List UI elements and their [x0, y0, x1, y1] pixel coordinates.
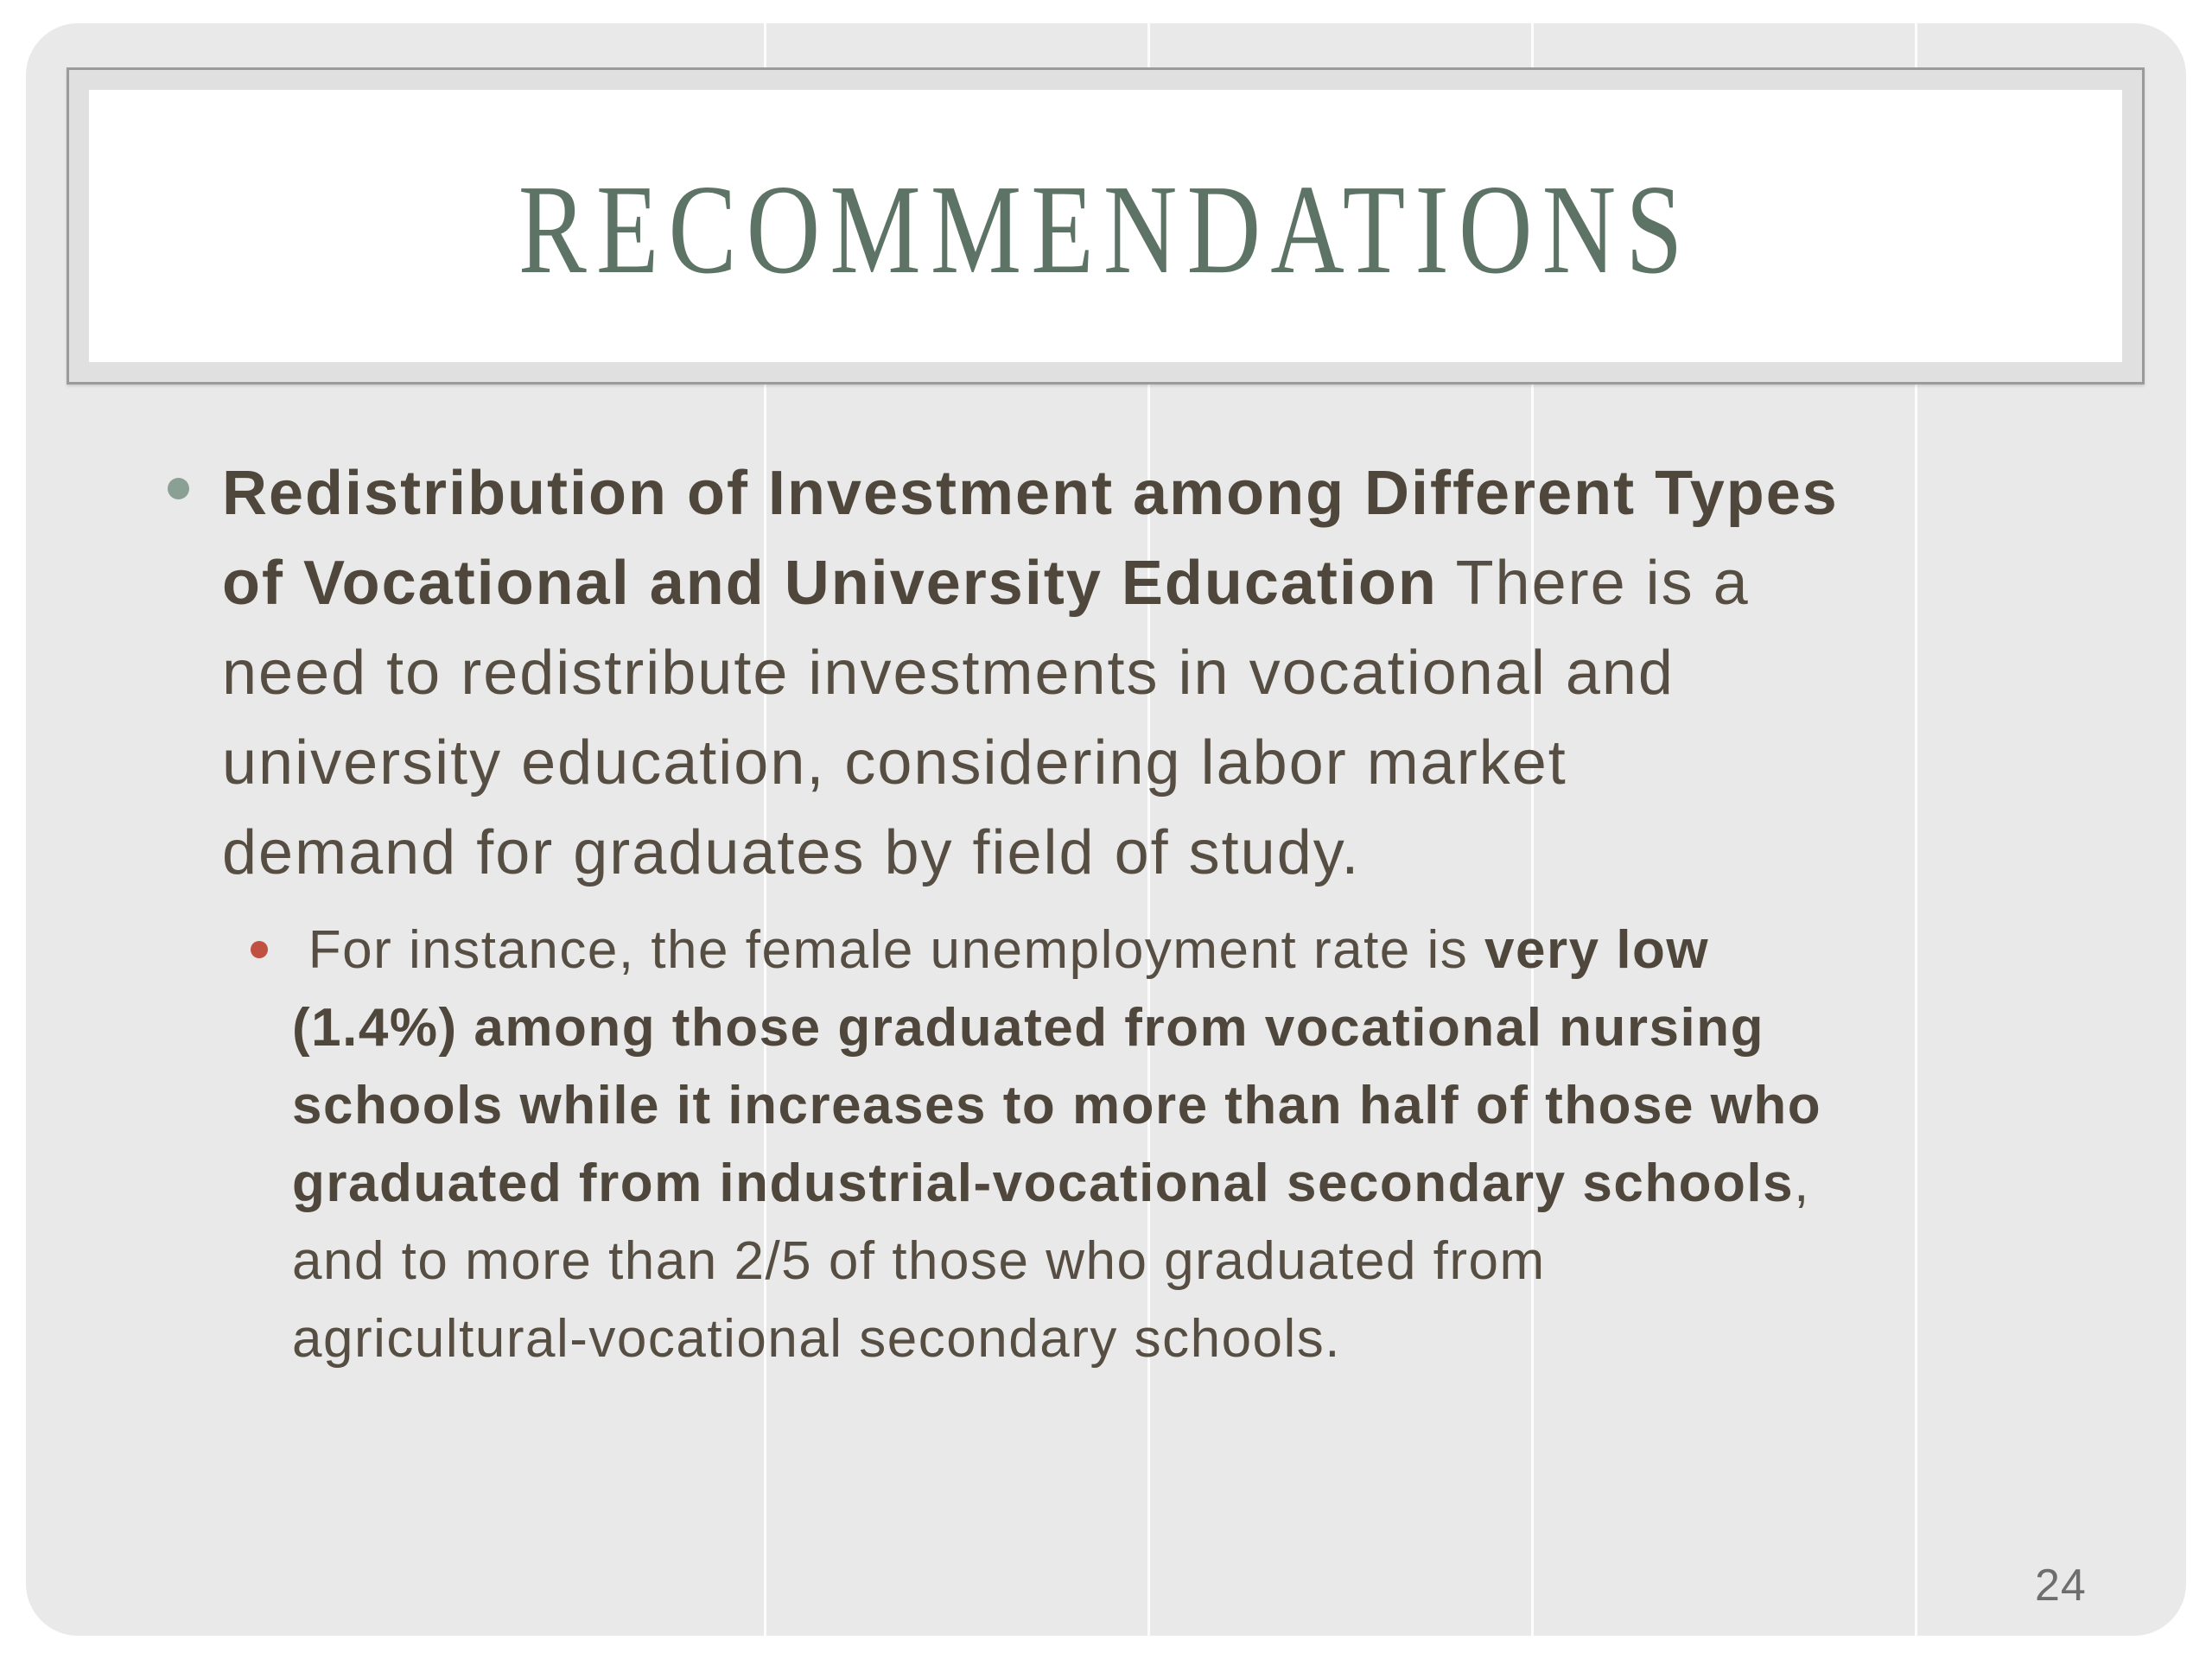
text-line: graduated from industrial-vocational sec…	[292, 1154, 1810, 1213]
text-line: (1.4%) among those graduated from vocati…	[292, 998, 1764, 1058]
background-guide-line	[764, 23, 766, 1636]
title-frame: RECOMMENDATIONS	[67, 67, 2145, 385]
slide-body: Redistribution of Investment among Diffe…	[164, 448, 1839, 1378]
title-box: RECOMMENDATIONS	[89, 90, 2122, 362]
text-line: agricultural-vocational secondary school…	[292, 1309, 1342, 1369]
text-line: of Vocational and University Education T…	[222, 549, 1750, 618]
background-guide-line	[1915, 23, 1917, 1636]
slide-canvas: RECOMMENDATIONS Redistribution of Invest…	[26, 23, 2186, 1636]
main-bullet-item: Redistribution of Investment among Diffe…	[164, 448, 1839, 898]
slide-title: RECOMMENDATIONS	[518, 158, 1693, 301]
bullet-dot-icon	[168, 478, 189, 499]
text-line: demand for graduates by field of study.	[222, 818, 1361, 887]
sub-bullet-item: For instance, the female unemployment ra…	[251, 912, 1839, 1378]
page-number: 24	[2035, 1560, 2087, 1611]
text-line: For instance, the female unemployment ra…	[292, 920, 1710, 980]
text-line: need to redistribute investments in voca…	[222, 639, 1675, 708]
text-line: and to more than 2/5 of those who gradua…	[292, 1231, 1546, 1291]
main-bullet-text: Redistribution of Investment among Diffe…	[222, 448, 1839, 898]
background-guide-line	[1147, 23, 1150, 1636]
text-line: Redistribution of Investment among Diffe…	[222, 459, 1839, 528]
text-line: university education, considering labor …	[222, 728, 1567, 798]
sub-bullet-text: For instance, the female unemployment ra…	[292, 912, 1821, 1378]
text-line: schools while it increases to more than …	[292, 1076, 1822, 1135]
sub-bullet-dot-icon	[251, 941, 268, 958]
background-guide-line	[1531, 23, 1534, 1636]
